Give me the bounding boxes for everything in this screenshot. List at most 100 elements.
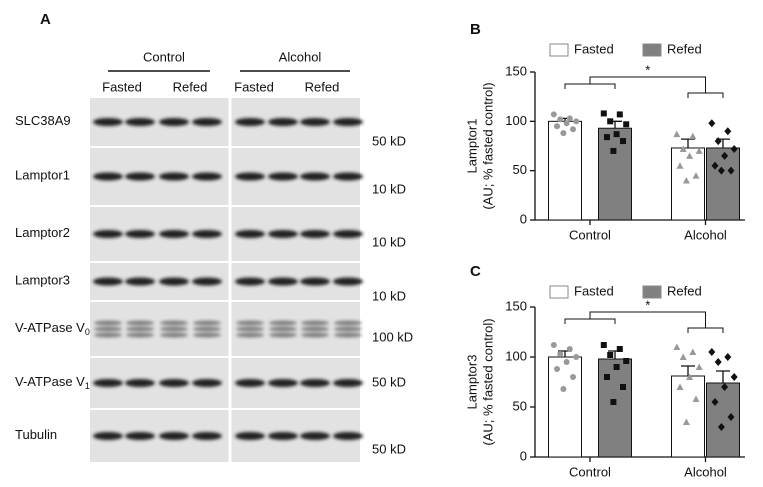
band [93,118,123,126]
point [623,121,630,128]
size-label: 100 kD [372,329,413,344]
band [160,332,188,338]
band [192,118,222,126]
band [93,172,123,181]
size-label: 10 kD [372,181,406,196]
row-label: Lamptor2 [15,225,70,240]
point [550,111,557,118]
point [566,346,573,352]
bracket [564,76,724,98]
point [607,118,614,125]
point [570,374,576,380]
point [560,386,567,392]
y-axis-label: Lamptor3 [464,355,479,410]
point [708,348,716,356]
band [94,332,122,338]
x-tick-label: Control [569,227,611,242]
band [333,277,363,286]
panel-label: B [470,21,481,38]
point [600,110,607,117]
row-label-text: Lamptor1 [15,168,70,183]
row-label-text: Lamptor2 [15,225,70,240]
point [724,353,732,361]
band [300,277,330,286]
band [333,172,363,181]
band [268,432,298,440]
y-axis-label: Lamptor1 [464,119,479,174]
size-label: 10 kD [372,288,406,303]
size-label: 50 kD [372,133,406,148]
bar [671,147,705,221]
band [159,172,189,181]
band [235,379,265,387]
band [125,277,155,286]
band [300,432,330,440]
bracket [564,311,724,333]
point [613,131,620,138]
y-tick-label: 100 [505,113,527,128]
significance-label: * [645,62,650,77]
band [94,320,122,326]
condition-label: Refed [305,79,340,94]
point [610,399,617,405]
band [235,230,265,238]
bar [548,356,582,458]
row-label-text: SLC38A9 [15,113,71,128]
band [93,277,123,286]
row-label-text: Lamptor3 [15,273,70,288]
point [604,374,610,380]
row-label: Lamptor1 [15,168,70,183]
point [721,151,729,160]
band [301,332,329,338]
point [695,147,703,154]
point [679,145,687,152]
band [93,230,123,238]
size-label: 50 kD [372,441,406,456]
legend-label: Fasted [574,41,614,56]
y-tick-label: 50 [513,162,527,177]
y-axis-label: (AU; % fasted control) [480,318,495,445]
point [727,166,735,175]
band [193,326,221,332]
group-label: Control [143,49,185,64]
band [333,432,363,440]
band [334,320,362,326]
point [573,354,580,360]
point [692,395,700,402]
x-tick-label: Control [569,464,611,479]
row-label: V-ATPase V0 [15,320,90,337]
point [557,351,564,357]
point [610,147,617,154]
band [235,118,265,126]
band [126,326,154,332]
point [604,134,610,141]
point [563,359,570,365]
band [192,432,222,440]
point [714,358,722,366]
panel-label: A [40,11,51,28]
band [333,379,363,387]
point [708,119,716,128]
band [334,326,362,332]
legend-label: Fasted [574,283,614,298]
x-tick-label: Alcohol [684,227,727,242]
point [711,398,719,406]
band [192,277,222,286]
point [554,123,560,130]
band [301,326,329,332]
band [94,326,122,332]
band [125,230,155,238]
bar [548,120,582,221]
row-label-text: V-ATPase V [15,374,85,389]
group-label: Alcohol [279,49,322,64]
y-tick-label: 0 [520,448,527,463]
point [607,352,614,358]
significance-label: * [645,297,650,312]
point [563,120,570,127]
point [689,132,697,140]
point [673,130,681,138]
band [159,118,189,126]
point [600,342,607,348]
legend-swatch [549,43,569,57]
band [192,172,222,181]
